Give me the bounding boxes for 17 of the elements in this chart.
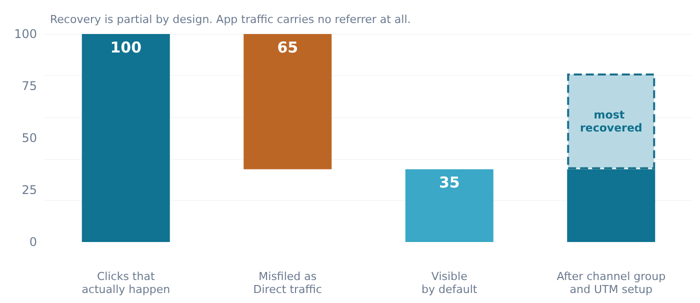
x-tick-label: Visible by default (422, 270, 478, 296)
x-tick-label: After channel group and UTM setup (556, 270, 666, 296)
bar (405, 169, 494, 242)
y-tick-label: 50 (22, 131, 37, 145)
data-label: 35 (438, 174, 460, 192)
y-tick-label: 100 (14, 27, 37, 41)
y-tick-label: 25 (22, 183, 37, 197)
y-tick-label: 75 (22, 79, 37, 93)
x-tick-label: Clicks that actually happen (82, 270, 170, 296)
chart-title: Recovery is partial by design. App traffic carries no referrer at all. (50, 13, 411, 26)
bar (82, 34, 170, 242)
x-tick-label: Misfiled as Direct traffic (253, 270, 322, 296)
data-label: 65 (277, 38, 298, 56)
y-tick-label: 0 (29, 235, 37, 249)
annotation: most recovered (580, 108, 642, 134)
data-label: 100 (110, 38, 142, 56)
bar (244, 34, 332, 170)
